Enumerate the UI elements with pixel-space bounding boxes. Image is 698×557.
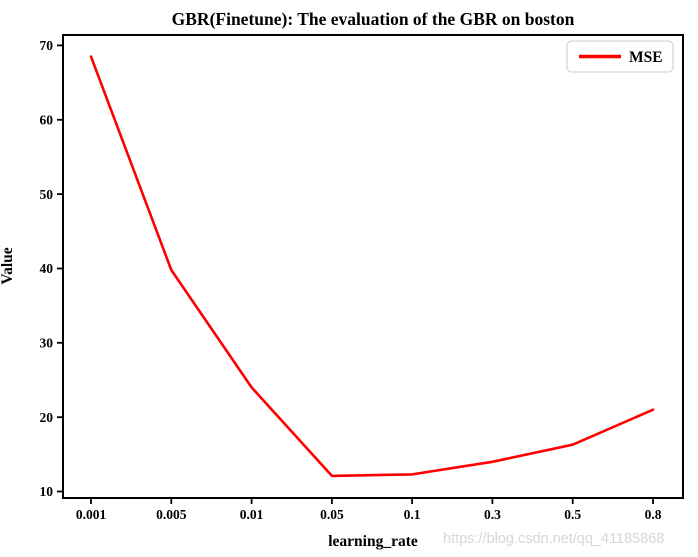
y-tick-label: 50 xyxy=(40,187,54,202)
x-axis-ticks: 0.001 0.005 0.01 0.05 0.1 0.3 0.5 0.8 xyxy=(76,498,662,522)
x-tick-label: 0.8 xyxy=(645,507,662,522)
chart-title: GBR(Finetune): The evaluation of the GBR… xyxy=(172,9,575,29)
y-tick-label: 40 xyxy=(40,261,54,276)
y-axis-label: Value xyxy=(0,247,16,284)
x-tick-label: 0.01 xyxy=(240,507,264,522)
y-tick-label: 20 xyxy=(40,410,54,425)
mse-series-line xyxy=(89,55,655,478)
x-axis-label: learning_rate xyxy=(328,533,418,550)
x-tick-label: 0.5 xyxy=(564,507,581,522)
plot-area-spines xyxy=(62,34,684,499)
x-tick-label: 0.005 xyxy=(156,507,187,522)
legend-label-mse: MSE xyxy=(629,49,663,66)
watermark: https://blog.csdn.net/qq_41185868 xyxy=(443,531,664,547)
y-tick-label: 30 xyxy=(40,336,54,351)
legend: MSE xyxy=(566,40,674,73)
x-tick-label: 0.001 xyxy=(76,507,107,522)
y-tick-label: 10 xyxy=(40,484,54,499)
y-axis-ticks: 10 20 30 40 50 60 70 xyxy=(40,38,63,499)
x-tick-label: 0.05 xyxy=(320,507,344,522)
y-tick-label: 70 xyxy=(40,38,54,53)
x-tick-label: 0.3 xyxy=(484,507,501,522)
x-tick-label: 0.1 xyxy=(404,507,421,522)
y-tick-label: 60 xyxy=(40,113,54,128)
